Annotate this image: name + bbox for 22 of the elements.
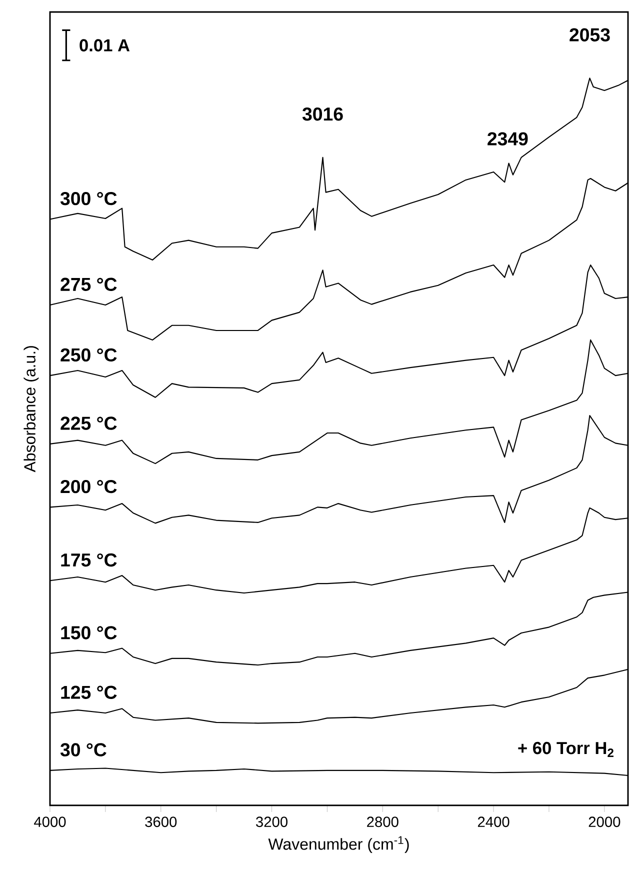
y-axis-title: Absorbance (a.u.) (24, 346, 39, 472)
series-label: 250 °C (60, 348, 117, 362)
x-tick-label: 3200 (256, 816, 288, 828)
x-tick-label: 2800 (367, 816, 398, 828)
text: 0.01 A (80, 39, 130, 52)
annotation: 3016 (302, 107, 343, 121)
x-tick-label: 2400 (478, 816, 510, 828)
x-tick-label: 4000 (34, 816, 66, 828)
annotation: 2349 (488, 132, 528, 146)
series-label: 175 °C (61, 553, 117, 567)
series-label: 225 °C (60, 416, 117, 430)
x-tick-label: 3600 (145, 816, 177, 828)
x-tick-label: 2000 (588, 816, 620, 828)
series-label: 150 °C (61, 626, 117, 640)
x-axis-title: Wavenumber (cm$^{-1}$) (268, 836, 409, 853)
annotation: + 60 Torr H$_{2}$ (518, 742, 614, 758)
series-label: 200 °C (60, 480, 117, 494)
series-label: 125 °C (61, 686, 117, 699)
series-label: 30 °C (60, 743, 106, 756)
annotation: 2053 (570, 28, 610, 42)
series-label: 300 °C (60, 192, 117, 206)
series-label: 275 °C (60, 278, 117, 292)
